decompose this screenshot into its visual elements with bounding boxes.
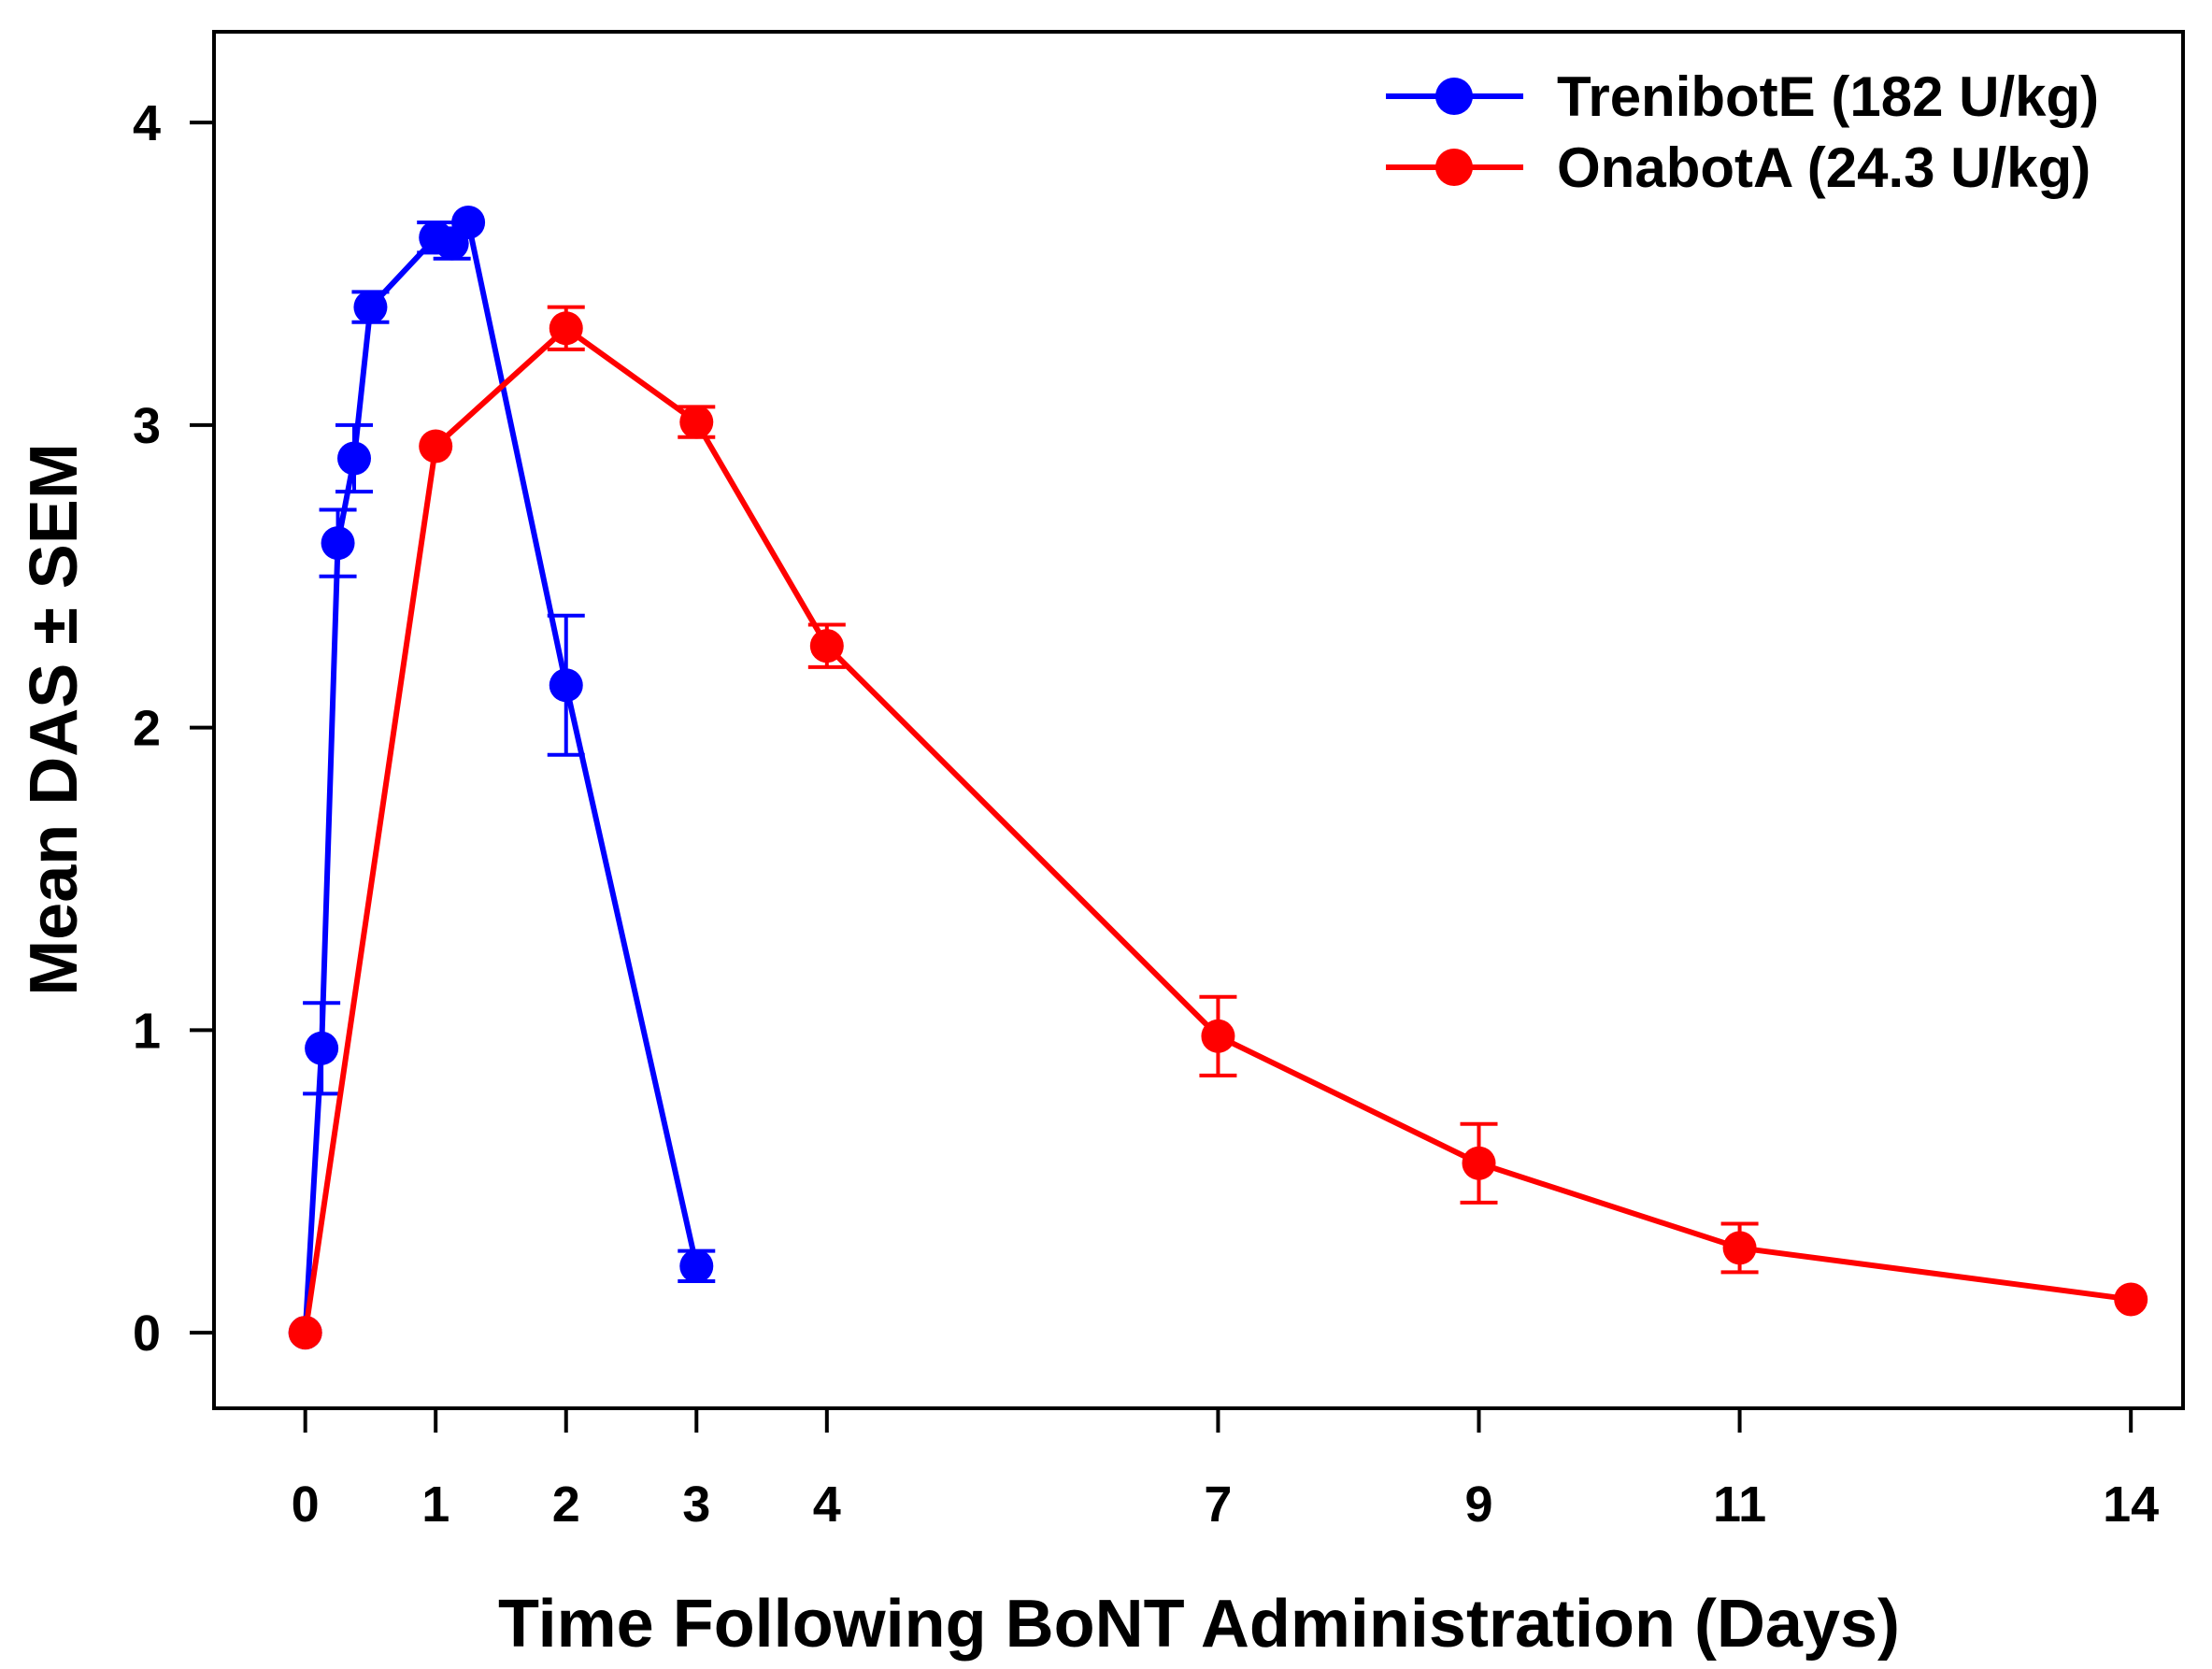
series-1-point-4 [809,629,844,663]
x-axis: 0 1 2 3 4 7 9 11 14 [292,1408,2159,1533]
y-axis-title: Mean DAS ± SEM [17,443,92,996]
x-tick-label-1: 1 [421,1476,450,1533]
series-1-point-0 [288,1316,322,1350]
series-1-point-7 [1722,1231,1757,1265]
series-0-point-1 [305,1031,339,1065]
plot-frame [212,30,2185,1410]
x-tick-label-8: 14 [2103,1476,2159,1533]
series-0-point-4 [353,290,388,324]
x-tick-label-7: 11 [1713,1476,1766,1533]
legend-item-1: OnabotA (24.3 U/kg) [1386,136,2091,199]
x-tick-label-3: 3 [682,1476,710,1533]
series-1-point-2 [549,311,583,346]
series-0-point-8 [549,668,583,703]
y-tick-label-2: 2 [133,701,161,757]
y-tick-label-0: 0 [133,1305,161,1362]
legend-marker-1 [1435,149,1473,186]
y-tick-label-3: 3 [133,398,161,454]
x-tick-label-2: 2 [552,1476,580,1533]
series-0-point-9 [679,1248,714,1283]
series-1-line [302,325,2132,1334]
x-axis-title: Time Following BoNT Administration (Days… [498,1587,1900,1662]
series-1-point-1 [419,429,453,464]
legend-label-0: TrenibotE (182 U/kg) [1557,65,2099,128]
series-1 [288,305,2148,1350]
series-0-point-2 [321,526,355,561]
x-tick-label-5: 7 [1204,1476,1232,1533]
legend-item-0: TrenibotE (182 U/kg) [1386,65,2099,128]
series-layer [288,205,2148,1350]
legend-label-1: OnabotA (24.3 U/kg) [1557,136,2091,199]
x-tick-label-0: 0 [292,1476,320,1533]
series-0-point-7 [451,205,486,239]
x-tick-label-6: 9 [1464,1476,1492,1533]
y-axis: 0 1 2 3 4 [133,95,214,1362]
y-tick-label-1: 1 [133,1003,161,1059]
series-0-point-3 [337,441,372,476]
series-1-point-5 [1201,1019,1235,1053]
x-tick-label-4: 4 [813,1476,841,1533]
legend: TrenibotE (182 U/kg) OnabotA (24.3 U/kg) [1386,65,2099,199]
legend-marker-0 [1435,78,1473,115]
y-tick-label-4: 4 [133,95,161,151]
series-0-line [302,219,700,1334]
series-0 [288,205,716,1350]
series-1-point-6 [1462,1146,1496,1180]
series-1-point-3 [679,405,714,439]
series-1-point-8 [2114,1282,2148,1317]
